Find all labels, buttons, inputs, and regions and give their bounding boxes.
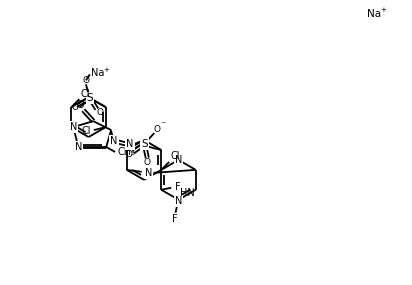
Text: N: N [175, 155, 182, 165]
Text: N: N [70, 122, 77, 132]
Text: F: F [176, 182, 181, 192]
Text: O: O [96, 108, 103, 117]
Text: O: O [71, 103, 78, 112]
Text: N: N [75, 142, 82, 152]
Text: N: N [126, 139, 134, 149]
Text: CH₃: CH₃ [117, 147, 135, 157]
Text: Cl: Cl [171, 151, 180, 161]
Text: N: N [175, 196, 182, 206]
Text: Na: Na [91, 68, 105, 78]
Text: HN: HN [180, 188, 195, 198]
Text: S: S [141, 139, 147, 149]
Text: F: F [172, 214, 177, 224]
Text: O: O [77, 100, 84, 110]
Text: O: O [82, 76, 89, 85]
Text: Cl: Cl [80, 89, 90, 99]
Text: N: N [110, 136, 118, 146]
Text: S: S [87, 93, 93, 103]
Text: Cl: Cl [81, 126, 91, 136]
Text: Na: Na [367, 9, 381, 19]
Text: O: O [144, 158, 151, 167]
Text: +: + [380, 7, 386, 13]
Text: N: N [145, 168, 152, 178]
Text: +: + [103, 67, 109, 73]
Text: O: O [154, 125, 161, 134]
Text: ⁻: ⁻ [161, 120, 166, 130]
Text: O: O [126, 150, 133, 159]
